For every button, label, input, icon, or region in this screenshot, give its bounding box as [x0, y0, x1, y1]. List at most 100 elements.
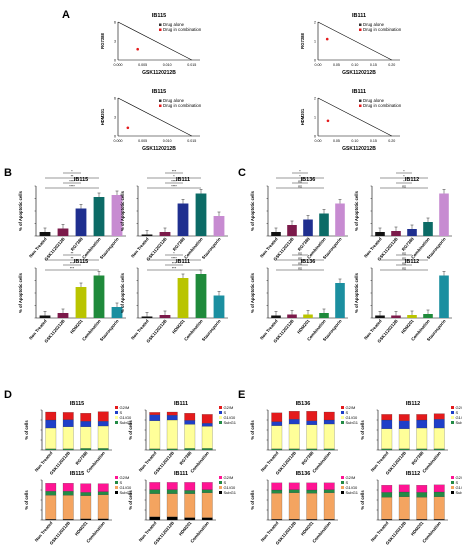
stacked-segment: [185, 490, 196, 493]
stacked-segment: [150, 449, 161, 450]
y-tick-label: 1: [314, 115, 316, 119]
x-axis-label: GSK1120212B: [342, 146, 376, 152]
x-tick-label: 0.10: [351, 139, 358, 143]
stacked-segment: [417, 414, 428, 420]
y-axis-label: % of Apoptotic cells: [354, 190, 359, 231]
significance-label: ****: [171, 257, 177, 261]
stacked-segment: [399, 421, 410, 429]
legend-swatch: [341, 486, 344, 489]
legend-swatch: [115, 416, 118, 419]
legend-swatch: [451, 406, 454, 409]
stacked-segment: [46, 428, 57, 449]
stacked-segment: [63, 519, 74, 520]
significance-label: ***: [172, 262, 177, 266]
x-tick-label: 0.005: [138, 139, 147, 143]
x-category-label: RG7388: [70, 236, 85, 252]
legend-label: SubG1: [346, 420, 359, 425]
stacked-segment: [289, 519, 300, 520]
stacked-segment: [382, 485, 393, 492]
legend-swatch: [219, 416, 222, 419]
stacked-segment: [150, 490, 161, 494]
legend-label-combination: Drug in combination: [363, 103, 402, 108]
y-tick-label: 0: [114, 134, 116, 138]
stacked-segment: [434, 519, 445, 520]
bar: [94, 197, 105, 236]
significance-label: ns: [298, 257, 302, 261]
stacked-segment: [63, 427, 74, 449]
legend-swatch: [219, 491, 222, 494]
stacked-segment: [324, 412, 335, 420]
x-tick-label: 0.10: [351, 63, 358, 67]
chart-title: IB111: [352, 13, 366, 19]
bar: [375, 232, 385, 236]
stacked-segment: [185, 420, 196, 424]
y-tick-label: 6: [114, 96, 116, 100]
y-axis-label: % of Apoptotic cells: [250, 190, 255, 231]
significance-label: ****: [69, 185, 75, 189]
stacked-segment: [81, 492, 92, 495]
stacked-segment: [185, 518, 196, 520]
legend-swatch: [219, 421, 222, 424]
y-axis-label: % of cells: [360, 490, 365, 510]
stacked-segment: [289, 483, 300, 490]
x-category-label: RG7388: [74, 450, 89, 466]
stacked-segment: [98, 492, 109, 495]
x-tick-label: 0.015: [187, 139, 196, 143]
bar: [439, 276, 449, 319]
stacked-segment: [324, 424, 335, 449]
stacked-segment: [185, 424, 196, 448]
panel-letter-d: D: [4, 389, 12, 401]
legend-swatch: [341, 406, 344, 409]
bar: [335, 283, 345, 318]
legend-swatch: [115, 406, 118, 409]
chart-title: IB111: [174, 401, 188, 407]
chart-b-5: IB111% of Apoptotic cells************Non…: [120, 170, 228, 262]
bar: [319, 214, 329, 237]
stacked-segment: [81, 448, 92, 450]
stacked-segment: [417, 492, 428, 497]
stacked-segment: [202, 426, 213, 448]
panel-letter-a: A: [62, 9, 70, 21]
stacked-segment: [81, 421, 92, 427]
stacked-segment: [185, 482, 196, 490]
x-category-label: Staurosporin: [99, 318, 120, 342]
legend-swatch-alone: [359, 24, 362, 27]
stacked-segment: [63, 412, 74, 419]
stacked-segment: [399, 429, 410, 449]
x-axis-label: GSK1120212B: [342, 70, 376, 76]
stacked-segment: [81, 484, 92, 493]
stacked-segment: [307, 425, 318, 449]
bar: [303, 220, 313, 237]
combination-point: [326, 38, 329, 41]
x-category-label: Staurosporin: [201, 236, 222, 260]
stacked-segment: [98, 421, 109, 426]
significance-label: ns: [402, 267, 406, 271]
bar: [439, 194, 449, 237]
legend-swatch: [115, 411, 118, 414]
legend-swatch-combination: [159, 105, 162, 108]
x-category-label: HDM201: [178, 520, 193, 537]
x-category-label: Staurosporin: [201, 318, 222, 342]
stacked-segment: [307, 449, 318, 450]
stacked-segment: [324, 493, 335, 519]
significance-label: ****: [171, 180, 177, 184]
y-tick-label: 6: [114, 20, 116, 24]
y-tick-label: 3: [114, 39, 116, 43]
stacked-segment: [150, 412, 161, 414]
stacked-segment: [399, 492, 410, 497]
significance-label: ns: [298, 262, 302, 266]
legend-swatch: [451, 491, 454, 494]
stacked-segment: [46, 495, 57, 519]
x-tick-label: 0.15: [370, 63, 377, 67]
bar: [319, 313, 329, 318]
bar: [214, 216, 225, 236]
x-category-label: HDM201: [400, 318, 415, 335]
stacked-segment: [382, 519, 393, 520]
x-category-label: HDM201: [300, 520, 315, 537]
significance-label: ***: [70, 262, 75, 266]
x-tick-label: 0.005: [138, 63, 147, 67]
legend-swatch: [451, 481, 454, 484]
